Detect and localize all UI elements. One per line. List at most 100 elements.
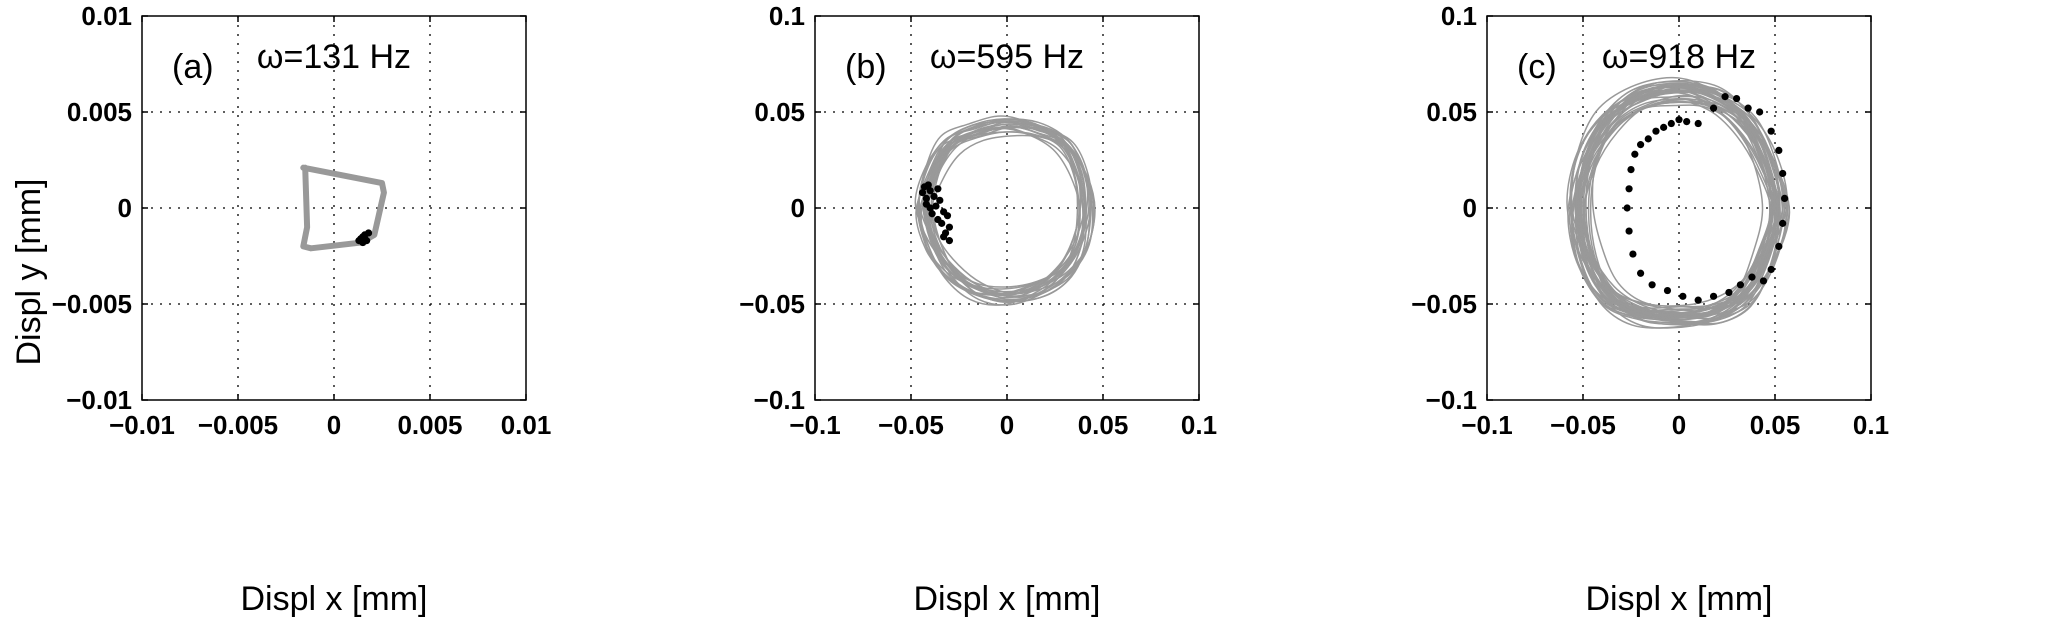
x-tick-label: 0.05: [1750, 410, 1801, 440]
data-point: [1629, 250, 1637, 258]
data-point: [1623, 204, 1631, 212]
shared-y-axis-label: Displ y [mm]: [10, 179, 48, 366]
orbit-path: [916, 120, 1080, 293]
data-point: [1694, 296, 1702, 304]
data-point: [1625, 185, 1633, 193]
data-point: [1781, 194, 1789, 202]
data-point: [1637, 269, 1645, 277]
data-point: [930, 192, 938, 201]
y-tick-label: 0: [1463, 193, 1477, 223]
y-tick-label: 0: [118, 193, 132, 223]
data-point: [1759, 277, 1768, 285]
data-point: [1627, 166, 1635, 174]
y-tick-label: 0.1: [1441, 1, 1477, 31]
data-point: [1779, 169, 1787, 178]
data-point: [1775, 242, 1783, 250]
panels: −0.01 −0.005 0 0.005 0.01 −0.01 −0.005 0 0.005 0.…: [52, 1, 1889, 618]
data-point: [1631, 150, 1639, 158]
orbit-path: [1589, 98, 1778, 316]
data-point: [924, 181, 932, 189]
panel-label: (b): [845, 48, 887, 86]
data-point: [945, 223, 954, 231]
data-point: [926, 204, 934, 212]
data-point: [1648, 281, 1656, 289]
y-tick-label: 0.05: [1426, 97, 1477, 127]
x-tick-label: 0: [1672, 410, 1686, 440]
orbit-series: [914, 115, 1096, 306]
y-tick-label: 0: [791, 193, 805, 223]
data-point: [932, 202, 940, 210]
panel-label: (c): [1517, 48, 1557, 86]
y-tick-label: −0.1: [1426, 385, 1477, 415]
x-tick-label: −0.01: [109, 410, 175, 440]
y-tick-label: 0.1: [769, 1, 805, 31]
data-point: [940, 233, 948, 241]
x-tick-label: −0.1: [1461, 410, 1512, 440]
data-point: [1721, 93, 1729, 101]
y-tick-label: −0.1: [754, 385, 805, 415]
data-point: [1644, 135, 1652, 143]
data-point: [1675, 116, 1683, 124]
y-tick-label: 0.01: [81, 1, 132, 31]
x-tick-label: 0.005: [397, 410, 462, 440]
x-tick-label: 0: [1000, 410, 1014, 440]
data-point: [1748, 273, 1756, 281]
data-point: [1663, 286, 1672, 295]
data-point: [1709, 292, 1718, 300]
orbit-path: [1591, 94, 1779, 307]
orbit-path: [1575, 91, 1774, 317]
data-point: [1637, 141, 1645, 149]
x-tick-label: 0.1: [1181, 410, 1217, 440]
data-point: [1767, 127, 1775, 135]
marker-series: [1623, 93, 1789, 304]
marker-series: [918, 181, 954, 245]
y-tick-label: 0.05: [754, 97, 805, 127]
data-point: [1733, 94, 1741, 103]
data-point: [1660, 123, 1668, 131]
marker-series: [355, 229, 373, 247]
panel-c: −0.1 −0.05 0 0.05 0.1 −0.1 −0.05 0 0.05 0.1 Displ …: [1411, 1, 1889, 618]
data-point: [918, 189, 927, 197]
data-point: [943, 212, 952, 220]
x-tick-label: −0.05: [1550, 410, 1616, 440]
orbit-path: [923, 131, 1081, 295]
x-tick-label: −0.05: [878, 410, 944, 440]
panel-title: ω=918 Hz: [1602, 38, 1756, 76]
data-point: [1694, 119, 1702, 128]
orbit-path: [930, 126, 1096, 303]
data-point: [922, 194, 930, 202]
orbit-path: [927, 119, 1086, 288]
x-tick-label: 0.01: [501, 410, 552, 440]
data-point: [934, 215, 942, 224]
data-point: [1709, 104, 1718, 112]
orbit-path: [1577, 101, 1773, 319]
data-point: [355, 237, 363, 245]
data-point: [1667, 119, 1675, 128]
panel-title: ω=595 Hz: [930, 38, 1084, 76]
x-tick-label: 0.1: [1853, 410, 1889, 440]
x-tick-label: −0.1: [789, 410, 840, 440]
panel-label: (a): [172, 48, 214, 86]
x-tick-label: 0: [327, 410, 341, 440]
orbit-path: [930, 134, 1087, 298]
orbit-path: [1579, 101, 1779, 323]
orbit-path: [1569, 89, 1776, 320]
data-point: [1756, 108, 1764, 116]
data-point: [1744, 104, 1752, 112]
data-point: [1775, 146, 1783, 154]
panel-title: ω=131 Hz: [257, 38, 411, 76]
orbit-path: [915, 131, 1079, 302]
y-tick-label: −0.05: [1411, 289, 1477, 319]
data-point: [926, 187, 934, 195]
data-point: [928, 210, 936, 218]
data-point: [945, 237, 954, 245]
data-point: [1652, 127, 1660, 135]
orbit-series: [1566, 76, 1791, 329]
data-point: [934, 185, 942, 193]
data-point: [1679, 292, 1687, 300]
y-tick-label: −0.005: [52, 289, 132, 319]
data-point: [364, 229, 373, 237]
x-axis-label: Displ x [mm]: [1586, 580, 1773, 618]
y-tick-label: −0.05: [739, 289, 805, 319]
